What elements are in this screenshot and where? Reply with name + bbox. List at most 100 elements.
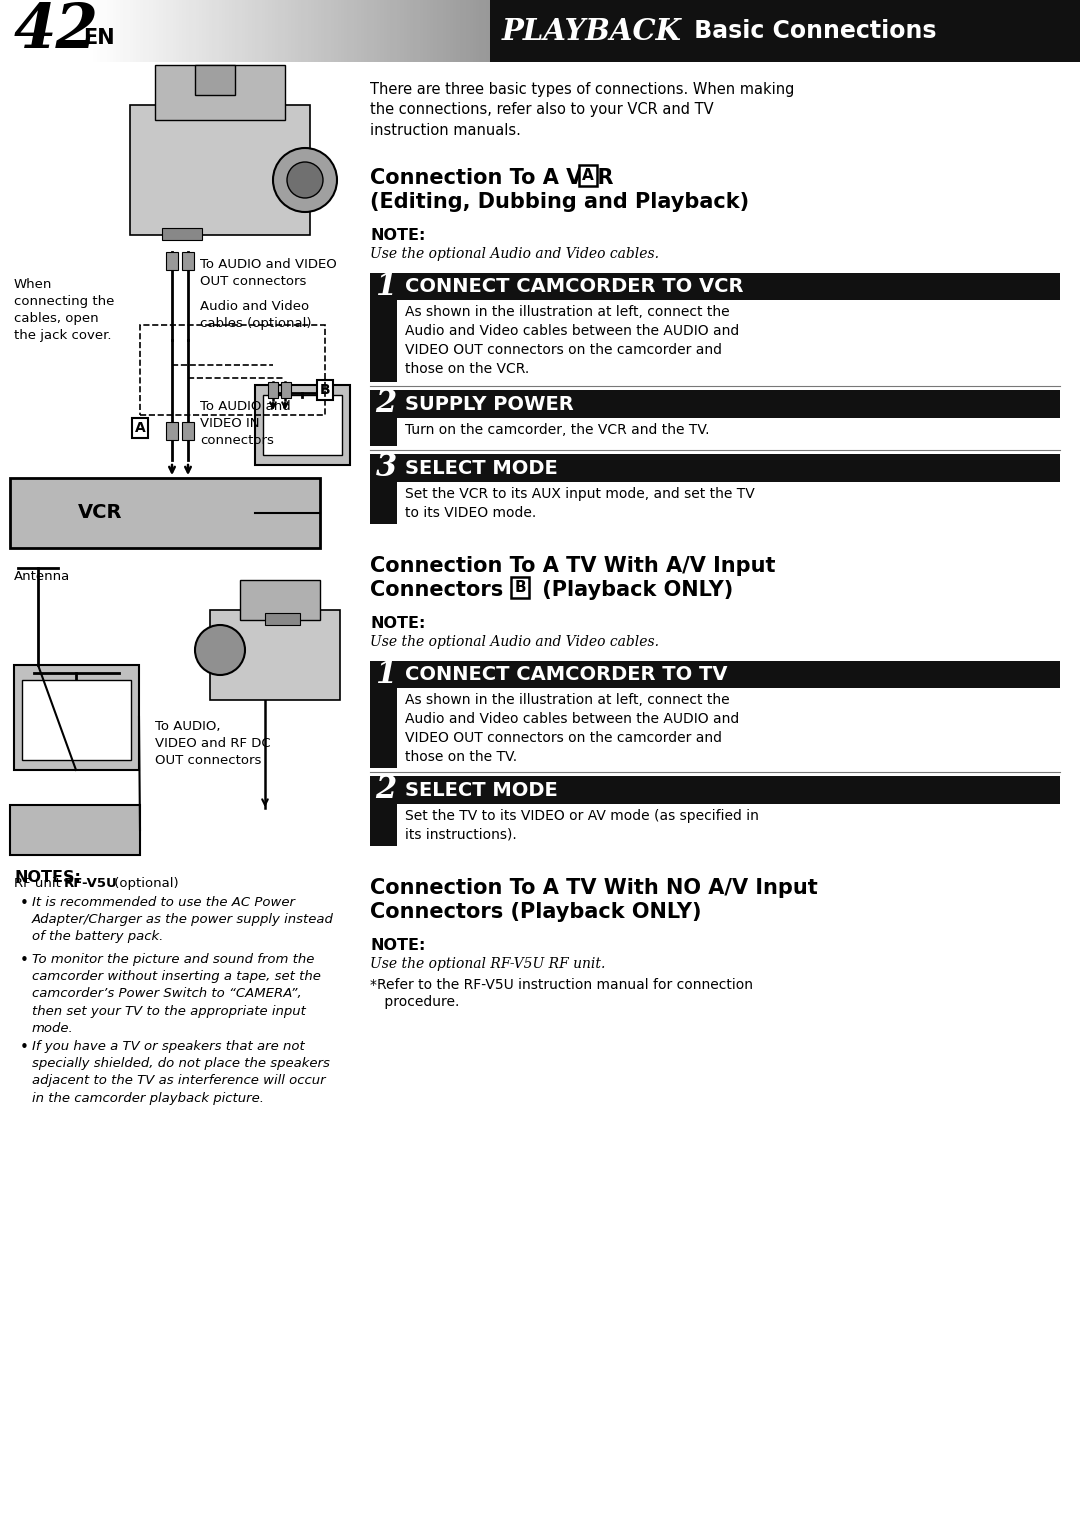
Bar [218, 0, 222, 61]
Bar [671, 0, 674, 61]
Bar [202, 0, 205, 61]
Bar [130, 0, 133, 61]
Bar [707, 0, 711, 61]
Bar [1021, 0, 1024, 61]
Bar [414, 0, 417, 61]
Text: VCR: VCR [78, 503, 122, 523]
Bar [645, 0, 648, 61]
Bar [1030, 0, 1034, 61]
Bar [555, 0, 558, 61]
Bar [301, 0, 305, 61]
Circle shape [273, 149, 337, 212]
Bar [754, 0, 757, 61]
Bar [711, 0, 714, 61]
Bar [499, 0, 502, 61]
Bar [664, 0, 667, 61]
Bar [977, 0, 981, 61]
Text: A: A [582, 169, 594, 182]
Bar [948, 0, 951, 61]
Bar [162, 228, 202, 241]
Bar [519, 0, 523, 61]
Bar [255, 385, 350, 464]
Bar [512, 0, 516, 61]
Bar [951, 0, 955, 61]
Bar [279, 0, 282, 61]
Bar [149, 0, 152, 61]
Bar [288, 0, 292, 61]
Bar [905, 0, 908, 61]
Text: Connectors: Connectors [370, 579, 511, 599]
Bar [892, 0, 895, 61]
Bar [1070, 0, 1074, 61]
Bar [337, 0, 341, 61]
Bar [440, 0, 443, 61]
Bar [166, 251, 178, 270]
Bar [166, 422, 178, 440]
Bar [536, 0, 539, 61]
Bar [995, 0, 998, 61]
Bar [592, 0, 595, 61]
Bar [608, 0, 611, 61]
Bar [1027, 0, 1030, 61]
Bar [248, 0, 252, 61]
Bar [117, 0, 120, 61]
Bar [889, 0, 892, 61]
Bar [183, 251, 194, 270]
Text: Connectors (Playback ONLY): Connectors (Playback ONLY) [370, 901, 702, 921]
Bar [1001, 0, 1004, 61]
Bar [760, 0, 764, 61]
Bar [502, 0, 505, 61]
Bar [968, 0, 971, 61]
Text: RF-V5U: RF-V5U [64, 877, 118, 891]
Bar [483, 0, 486, 61]
Bar [463, 0, 467, 61]
Bar [1050, 0, 1054, 61]
Bar [852, 0, 855, 61]
Bar [370, 776, 1059, 803]
Bar [806, 0, 809, 61]
Bar [931, 0, 935, 61]
Bar [816, 0, 820, 61]
Bar [912, 0, 915, 61]
Text: When
connecting the
cables, open
the jack cover.: When connecting the cables, open the jac… [14, 277, 114, 342]
Bar [651, 0, 654, 61]
Bar [354, 0, 357, 61]
Bar [314, 0, 318, 61]
Bar [802, 0, 806, 61]
Bar [598, 0, 602, 61]
Text: 3: 3 [376, 452, 396, 483]
Bar [549, 0, 552, 61]
Text: 1: 1 [376, 659, 396, 690]
Bar [789, 0, 793, 61]
Bar [183, 0, 186, 61]
Bar [539, 0, 542, 61]
Bar [222, 0, 226, 61]
Text: NOTE:: NOTE: [370, 616, 426, 632]
Bar [635, 0, 638, 61]
Bar [820, 0, 823, 61]
Bar [261, 0, 265, 61]
Bar [516, 0, 519, 61]
Bar [786, 0, 789, 61]
Bar [714, 0, 717, 61]
Text: As shown in the illustration at left, connect the
Audio and Video cables between: As shown in the illustration at left, co… [405, 305, 739, 376]
Bar [274, 0, 279, 61]
Bar [1040, 0, 1043, 61]
Bar [777, 0, 780, 61]
Bar [113, 0, 117, 61]
Bar [826, 0, 829, 61]
Bar [981, 0, 984, 61]
Bar [199, 0, 202, 61]
Bar [377, 0, 380, 61]
Bar [370, 803, 397, 846]
Bar [740, 0, 743, 61]
Text: NOTE:: NOTE: [370, 228, 426, 244]
Text: Set the TV to its VIDEO or AV mode (as specified in
its instructions).: Set the TV to its VIDEO or AV mode (as s… [405, 809, 759, 842]
Bar [730, 0, 733, 61]
Text: (optional): (optional) [110, 877, 178, 891]
Bar [265, 0, 268, 61]
Bar [446, 0, 449, 61]
Bar [186, 0, 189, 61]
Bar [170, 0, 173, 61]
Bar [341, 0, 345, 61]
